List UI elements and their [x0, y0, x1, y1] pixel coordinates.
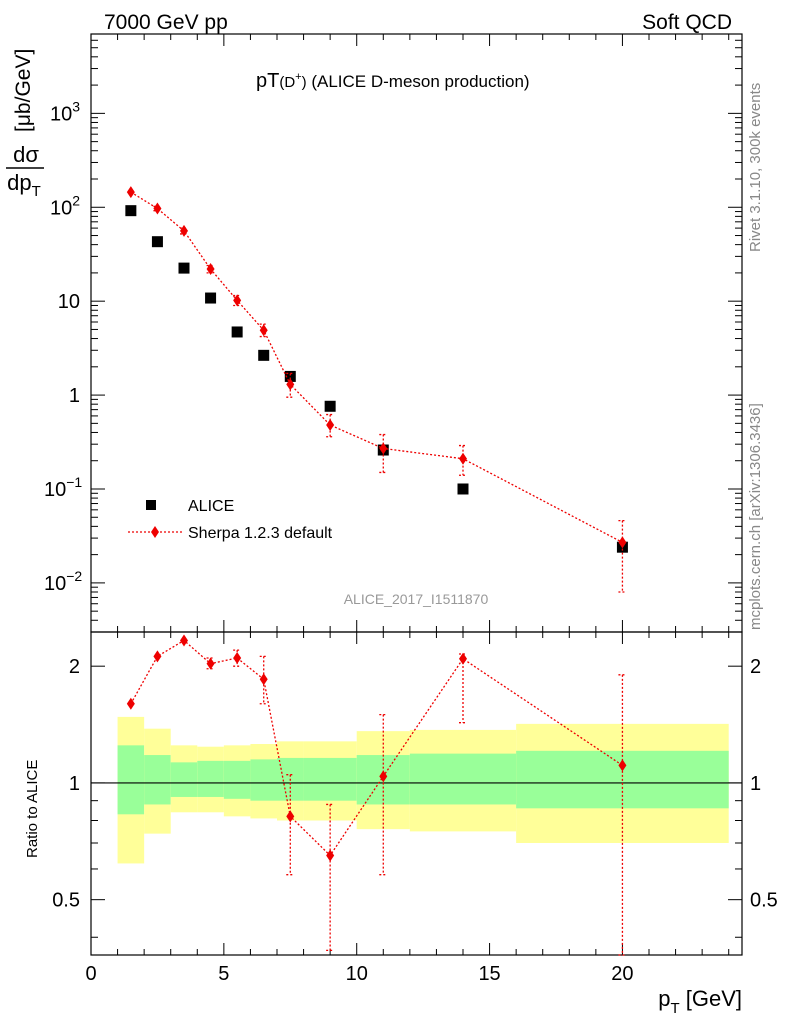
sherpa-data-point [259, 324, 268, 337]
ratio-band-inner [303, 757, 357, 801]
legend-marker-alice [146, 500, 156, 510]
alice-data-point [231, 326, 243, 338]
x-tick-label: 20 [611, 963, 633, 985]
ratio-sherpa-point [618, 759, 627, 772]
chart-marks [125, 186, 628, 956]
main-y-tick-label: 10−1 [44, 474, 82, 501]
main-y-axis-label: dσ dpT [μb/GeV] [6, 49, 44, 200]
svg-text:dσ: dσ [13, 142, 39, 167]
svg-text:[μb/GeV]: [μb/GeV] [12, 49, 35, 132]
sherpa-data-point [206, 263, 215, 276]
ratio-y-tick-label-right: 0.5 [750, 890, 778, 912]
axes-frames: 0 5 10 15 20 10−2 10−1 1 10 102 103 0.5 0.5 1 1 2 2 [44, 33, 778, 985]
ratio-sherpa-point [206, 657, 215, 670]
header-right: Soft QCD [642, 11, 732, 34]
rivet-label: Rivet 3.1.10, 300k events [747, 83, 764, 252]
main-plot-frame [90, 33, 743, 633]
alice-data-point [457, 483, 469, 495]
legend-label-sherpa: Sherpa 1.2.3 default [188, 525, 333, 542]
sherpa-data-point [326, 419, 335, 432]
sherpa-line [130, 191, 623, 543]
sherpa-data-point [618, 536, 627, 549]
ratio-sherpa-point [233, 651, 242, 664]
ratio-sherpa-point [180, 634, 188, 647]
alice-data-point [205, 292, 217, 304]
alice-data-point [258, 349, 270, 361]
ratio-band-inner [250, 759, 277, 801]
svg-text:dpT: dpT [7, 170, 41, 200]
ratio-band-inner [170, 762, 198, 797]
ratio-y-tick-label-right: 2 [750, 656, 761, 678]
ratio-bands [91, 716, 742, 864]
sherpa-data-point [153, 202, 162, 215]
ratio-band-inner [197, 760, 224, 797]
x-tick-label: 5 [218, 963, 229, 985]
ratio-sherpa-point [286, 810, 295, 823]
ratio-sherpa-point [326, 849, 335, 862]
sherpa-data-point [126, 186, 135, 199]
ratio-y-tick-label: 2 [69, 656, 80, 678]
ratio-y-tick-label: 0.5 [52, 890, 80, 912]
alice-data-point [151, 236, 163, 248]
main-y-tick-label: 10−2 [44, 568, 82, 595]
alice-data-point [178, 262, 190, 274]
main-y-tick-label: 1 [69, 385, 80, 407]
alice-data-point [125, 205, 137, 217]
ratio-band-inner [223, 760, 251, 799]
analysis-watermark: ALICE_2017_I1511870 [344, 591, 489, 607]
legend: ALICE Sherpa 1.2.3 default [128, 498, 333, 542]
ratio-band-inner [117, 745, 145, 815]
main-y-tick-label: 10 [58, 291, 80, 313]
sherpa-data-point [379, 442, 388, 455]
ratio-sherpa-point [126, 697, 135, 710]
sherpa-data-point [459, 452, 467, 465]
legend-label-alice: ALICE [188, 498, 234, 515]
plot-title: pT(D+) (ALICE D-meson production) [256, 70, 530, 92]
legend-marker-sherpa [151, 526, 159, 538]
ratio-band-inner [144, 755, 171, 805]
ratio-y-tick-label: 1 [69, 773, 80, 795]
x-tick-label: 0 [85, 963, 96, 985]
ratio-sherpa-point [153, 650, 162, 663]
sherpa-data-point [233, 294, 242, 307]
x-axis-label: pT [GeV] [658, 986, 742, 1017]
ratio-plot-frame [90, 631, 743, 956]
main-y-tick-label: 103 [50, 98, 80, 125]
x-tick-label: 15 [478, 963, 500, 985]
header-left: 7000 GeV pp [104, 11, 228, 34]
alice-data-point [284, 370, 296, 382]
sherpa-data-point [180, 224, 188, 237]
ratio-y-tick-label-right: 1 [750, 773, 761, 795]
main-y-tick-label: 102 [50, 192, 80, 219]
ratio-sherpa-point [379, 770, 388, 783]
mcplots-label: mcplots.cern.ch [arXiv:1306.3436] [747, 403, 764, 630]
ratio-sherpa-point [259, 673, 268, 686]
ratio-band-inner [409, 753, 517, 805]
sherpa-data-point [286, 378, 295, 391]
alice-data-point [324, 400, 336, 412]
ratio-sherpa-point [459, 652, 467, 665]
ratio-y-axis-label: Ratio to ALICE [24, 760, 41, 858]
x-tick-label: 10 [346, 963, 368, 985]
